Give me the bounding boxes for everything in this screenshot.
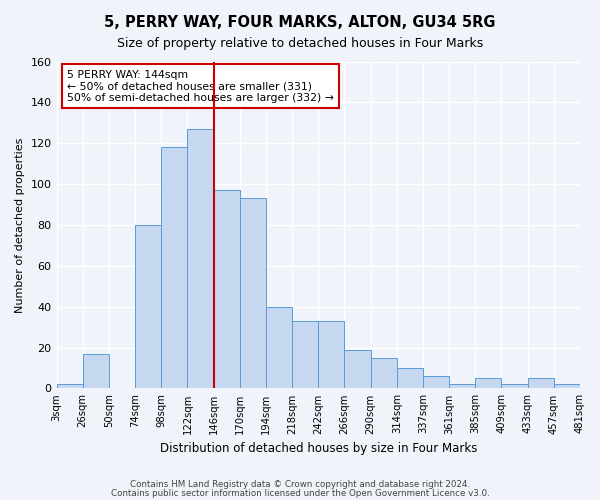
Bar xyxy=(214,190,240,388)
X-axis label: Distribution of detached houses by size in Four Marks: Distribution of detached houses by size … xyxy=(160,442,477,455)
Text: Contains HM Land Registry data © Crown copyright and database right 2024.: Contains HM Land Registry data © Crown c… xyxy=(130,480,470,489)
Text: Size of property relative to detached houses in Four Marks: Size of property relative to detached ho… xyxy=(117,38,483,51)
Bar xyxy=(318,321,344,388)
Bar xyxy=(475,378,502,388)
Bar xyxy=(371,358,397,388)
Y-axis label: Number of detached properties: Number of detached properties xyxy=(15,138,25,312)
Bar xyxy=(240,198,266,388)
Text: 5, PERRY WAY, FOUR MARKS, ALTON, GU34 5RG: 5, PERRY WAY, FOUR MARKS, ALTON, GU34 5R… xyxy=(104,15,496,30)
Bar xyxy=(161,148,187,388)
Bar xyxy=(502,384,527,388)
Bar xyxy=(449,384,475,388)
Bar xyxy=(397,368,423,388)
Bar xyxy=(344,350,371,389)
Bar xyxy=(187,129,214,388)
Bar xyxy=(554,384,580,388)
Bar xyxy=(292,321,318,388)
Bar xyxy=(423,376,449,388)
Bar xyxy=(266,306,292,388)
Bar xyxy=(83,354,109,388)
Bar xyxy=(56,384,83,388)
Bar xyxy=(135,225,161,388)
Text: Contains public sector information licensed under the Open Government Licence v3: Contains public sector information licen… xyxy=(110,488,490,498)
Bar xyxy=(527,378,554,388)
Text: 5 PERRY WAY: 144sqm
← 50% of detached houses are smaller (331)
50% of semi-detac: 5 PERRY WAY: 144sqm ← 50% of detached ho… xyxy=(67,70,334,103)
